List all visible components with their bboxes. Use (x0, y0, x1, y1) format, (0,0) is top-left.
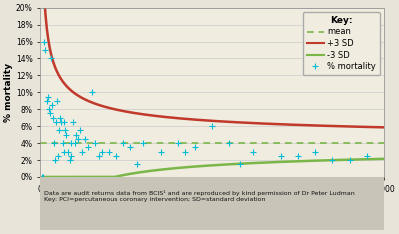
Point (42, 48, 49, 52)
Point (58, 120, 64, 124)
Point (329, 158, 336, 162)
Point (82, 137, 88, 141)
Point (278, 154, 284, 158)
Point (61, 120, 67, 124)
Point (57, 116, 63, 120)
Point (50, 116, 57, 120)
Point (41, 40, 47, 43)
Point (89, 90, 95, 94)
Point (295, 154, 301, 158)
Legend: mean, +3 SD, -3 SD, % mortality: mean, +3 SD, -3 SD, % mortality (303, 12, 380, 75)
Point (53, 99, 60, 103)
Point (63, 133, 69, 136)
Point (175, 141, 181, 145)
Point (126, 146, 133, 149)
Point (250, 150, 257, 154)
Point (209, 124, 215, 128)
Point (106, 150, 112, 154)
Point (49, 103, 55, 107)
Point (54, 154, 61, 158)
Point (51, 158, 58, 162)
Point (140, 141, 146, 145)
Point (73, 133, 80, 136)
Point (47, 112, 53, 115)
Point (68, 141, 75, 145)
Point (75, 137, 81, 141)
Point (133, 162, 140, 166)
Point (66, 158, 73, 162)
Point (45, 95, 51, 99)
Point (77, 128, 83, 132)
Point (71, 141, 78, 145)
Point (51, 141, 57, 145)
Point (120, 141, 126, 145)
Point (158, 150, 164, 154)
Point (40, 175, 46, 179)
Point (346, 158, 353, 162)
Point (363, 154, 370, 158)
Point (226, 141, 233, 145)
Point (61, 150, 67, 154)
X-axis label: Number of primary PCI procedures: Number of primary PCI procedures (124, 196, 300, 205)
Point (85, 146, 92, 149)
Text: Data are audit returns data from BCIS¹ and are reproduced by kind permission of : Data are audit returns data from BCIS¹ a… (44, 190, 355, 202)
Point (237, 162, 243, 166)
Point (70, 120, 76, 124)
Y-axis label: % mortality: % mortality (4, 63, 13, 122)
Point (67, 154, 74, 158)
Point (53, 120, 59, 124)
Point (182, 150, 188, 154)
Point (99, 150, 105, 154)
Point (113, 154, 119, 158)
Point (59, 141, 66, 145)
Point (192, 146, 198, 149)
Point (95, 154, 102, 158)
Point (39, 175, 45, 179)
Point (312, 150, 318, 154)
Point (44, 99, 50, 103)
Point (47, 57, 54, 60)
Point (65, 150, 71, 154)
Point (92, 141, 99, 145)
Point (62, 128, 68, 132)
Point (46, 107, 52, 111)
Point (78, 150, 85, 154)
Point (56, 128, 62, 132)
